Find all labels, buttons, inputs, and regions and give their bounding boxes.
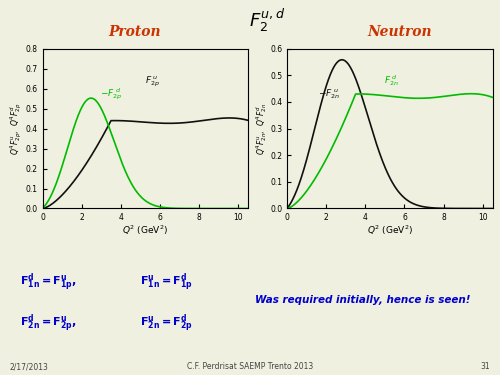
Text: Neutron: Neutron: [368, 26, 432, 39]
Text: $\mathbf{F_{2n}^{d}=F_{2p}^{u},}$: $\mathbf{F_{2n}^{d}=F_{2p}^{u},}$: [20, 313, 77, 336]
Text: $\mathbf{F_{1n}^{u}=F_{1p}^{d}}$: $\mathbf{F_{1n}^{u}=F_{1p}^{d}}$: [140, 272, 193, 294]
Text: $F_{2n}^{\ d}$: $F_{2n}^{\ d}$: [384, 74, 398, 88]
Text: Was required initially, hence is seen!: Was required initially, hence is seen!: [255, 295, 470, 305]
Text: $F_{2p}^{\ u}$: $F_{2p}^{\ u}$: [145, 75, 160, 89]
Text: $\mathbf{F_{2n}^{u}=F_{2p}^{d}}$: $\mathbf{F_{2n}^{u}=F_{2p}^{d}}$: [140, 313, 193, 336]
X-axis label: $Q^2$ (GeV$^2$): $Q^2$ (GeV$^2$): [366, 224, 413, 237]
Y-axis label: $Q^4F_{2n}^{u}$,  $Q^4F_{2n}^{d}$: $Q^4F_{2n}^{u}$, $Q^4F_{2n}^{d}$: [254, 102, 268, 155]
Text: $\mathbf{F_{1n}^{d}=F_{1p}^{u},}$: $\mathbf{F_{1n}^{d}=F_{1p}^{u},}$: [20, 272, 77, 294]
Y-axis label: $Q^4F_{2p}^{u}$,  $Q^4F_{2p}^{d}$: $Q^4F_{2p}^{u}$, $Q^4F_{2p}^{d}$: [8, 102, 24, 155]
Text: 31: 31: [480, 362, 490, 371]
Text: C.F. Perdrisat SAEMP Trento 2013: C.F. Perdrisat SAEMP Trento 2013: [187, 362, 313, 371]
Text: $-F_{2p}^{\ d}$: $-F_{2p}^{\ d}$: [100, 87, 122, 102]
Text: Proton: Proton: [108, 26, 161, 39]
Text: $-F_{2n}^{\ u}$: $-F_{2n}^{\ u}$: [318, 88, 340, 101]
X-axis label: $Q^2$ (GeV$^2$): $Q^2$ (GeV$^2$): [122, 224, 168, 237]
Text: 2/17/2013: 2/17/2013: [10, 362, 49, 371]
Text: $F_2^{u,d}$: $F_2^{u,d}$: [250, 7, 286, 34]
